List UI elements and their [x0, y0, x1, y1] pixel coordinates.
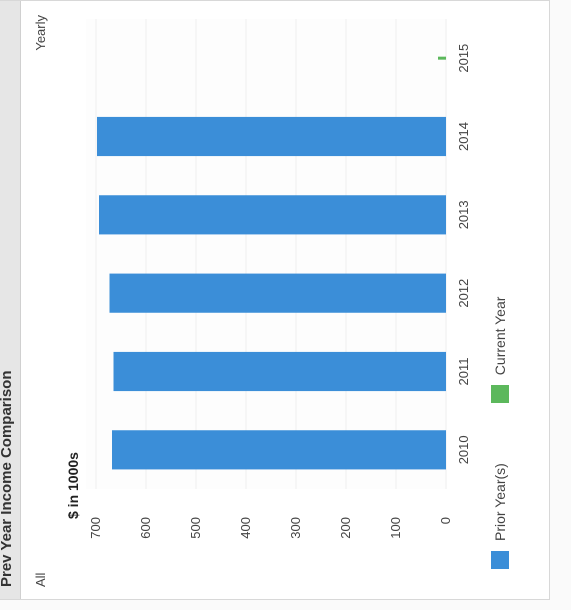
- legend-item-prior[interactable]: Prior Year(s): [491, 463, 509, 569]
- x-category-label: 2012: [456, 279, 471, 308]
- income-bar-chart: 0 100 200 300 400 500 600 700 2010 2011 2012 2013 20…: [86, 19, 471, 539]
- x-category-label: 2013: [456, 200, 471, 229]
- x-category-label: 2014: [456, 122, 471, 151]
- legend-swatch-prior: [491, 551, 509, 569]
- income-comparison-widget: Prev Year Income Comparison All Yearly $…: [0, 0, 550, 600]
- legend-item-current[interactable]: Current Year: [491, 297, 509, 404]
- y-tick-label: 300: [288, 517, 303, 539]
- bar-prior-2013: [99, 195, 446, 235]
- bar-prior-2012: [109, 273, 446, 313]
- y-tick-label: 500: [188, 517, 203, 539]
- bar-prior-2010: [112, 430, 446, 470]
- x-category-label: 2015: [456, 44, 471, 73]
- legend-swatch-current: [491, 385, 509, 404]
- legend-label-prior: Prior Year(s): [492, 463, 508, 541]
- chart-legend: Prior Year(s) Current Year: [491, 237, 509, 569]
- y-tick-label: 100: [388, 517, 403, 539]
- x-category-label: 2010: [456, 435, 471, 464]
- y-tick-label: 400: [238, 517, 253, 539]
- y-tick-label: 600: [138, 517, 153, 539]
- y-tick-label: 700: [88, 517, 103, 539]
- y-tick-label: 0: [438, 517, 453, 524]
- x-category-label: 2011: [456, 358, 471, 386]
- plot-area: [86, 19, 446, 489]
- bar-current-2015: [438, 56, 446, 60]
- legend-label-current: Current Year: [492, 296, 508, 376]
- bar-prior-2014: [97, 116, 446, 157]
- y-tick-label: 200: [338, 517, 353, 539]
- bar-prior-2011: [113, 351, 446, 392]
